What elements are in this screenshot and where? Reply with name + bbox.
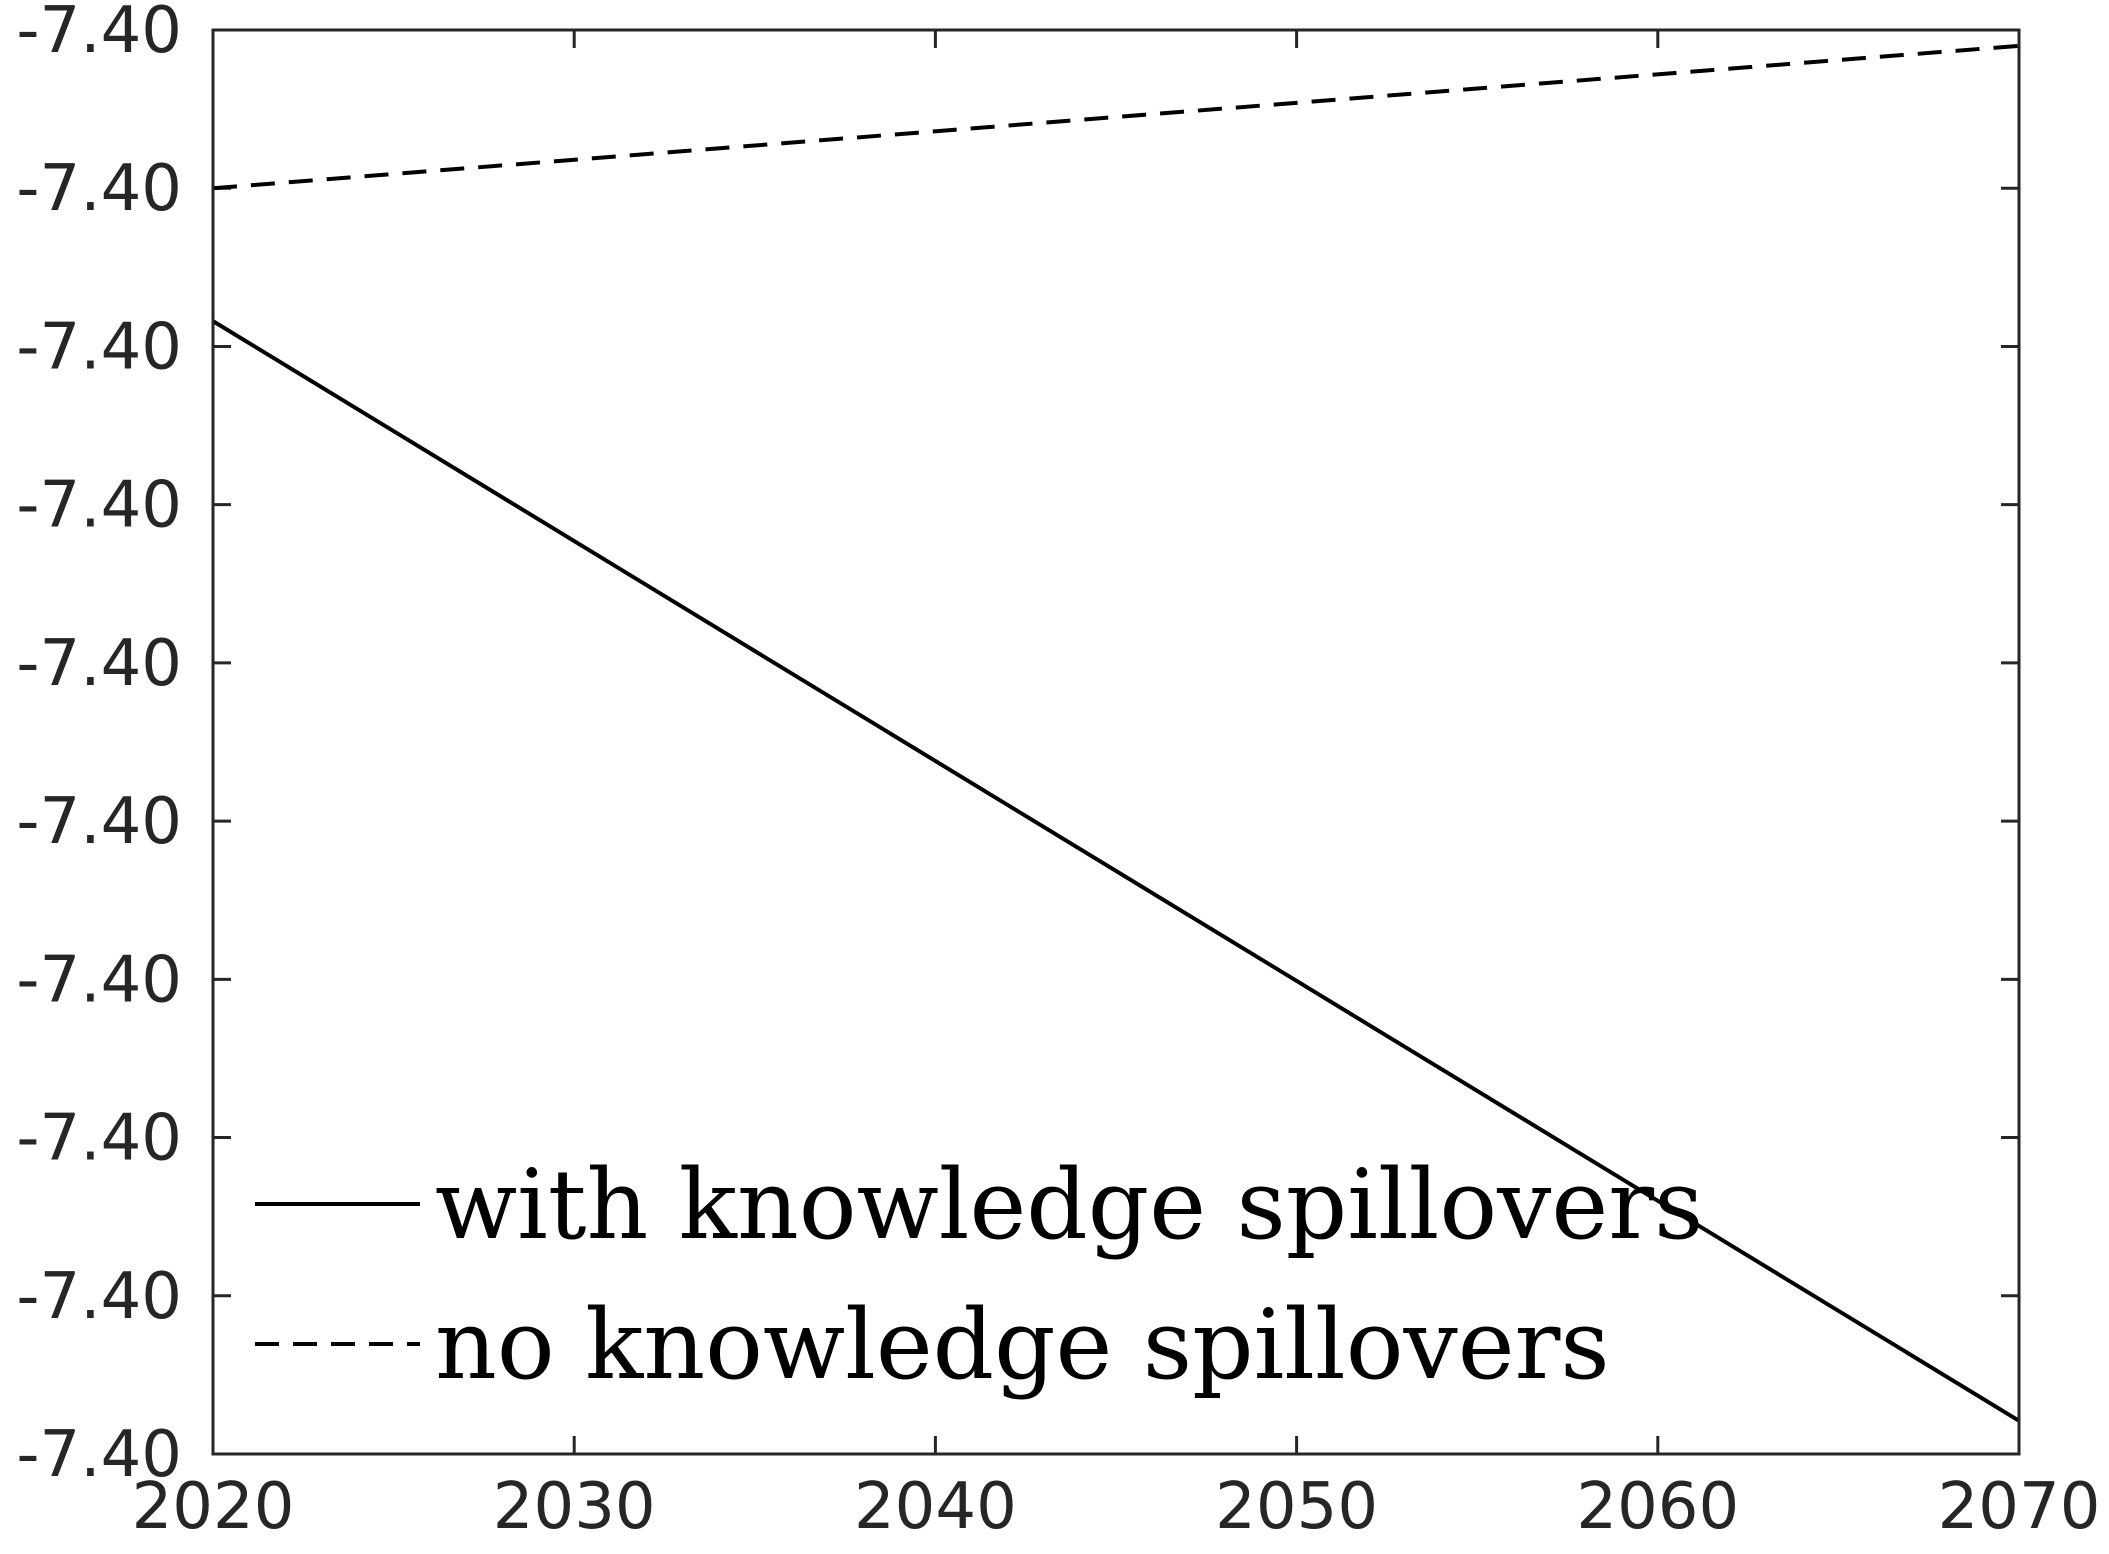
x-tick-label: 2050: [1215, 1470, 1378, 1544]
x-tick-label: 2030: [493, 1470, 656, 1544]
y-tick-label: -7.40: [16, 943, 182, 1017]
y-tick-label: -7.40: [16, 785, 182, 859]
y-axis-tick-labels: -7.40 -7.40 -7.40 -7.40 -7.40 -7.40 -7.40 -7.40…: [16, 0, 182, 1492]
x-tick-label: 2060: [1576, 1470, 1739, 1544]
legend: with knowledge spillovers no knowledge sp…: [255, 1149, 1703, 1401]
x-axis-tick-labels: 2020 2030 2040 2050 2060 2070: [132, 1470, 2101, 1544]
y-tick-label: -7.40: [16, 627, 182, 701]
y-tick-label: -7.40: [16, 0, 182, 68]
y-tick-label: -7.40: [16, 152, 182, 226]
x-tick-label: 2070: [1938, 1470, 2101, 1544]
legend-label: no knowledge spillovers: [435, 1289, 1610, 1401]
y-tick-label: -7.40: [16, 1418, 182, 1492]
y-tick-label: -7.40: [16, 1102, 182, 1176]
x-tick-label: 2020: [132, 1470, 295, 1544]
y-tick-label: -7.40: [16, 310, 182, 384]
plot-frame: [211, 28, 2021, 1456]
series-line: [211, 319, 2021, 1423]
y-tick-label: -7.40: [16, 1260, 182, 1334]
series-group: [211, 43, 2021, 1423]
y-tick-label: -7.40: [16, 469, 182, 543]
legend-label: with knowledge spillovers: [435, 1149, 1703, 1261]
plot-background: [213, 30, 2019, 1454]
x-tick-label: 2040: [854, 1470, 1017, 1544]
